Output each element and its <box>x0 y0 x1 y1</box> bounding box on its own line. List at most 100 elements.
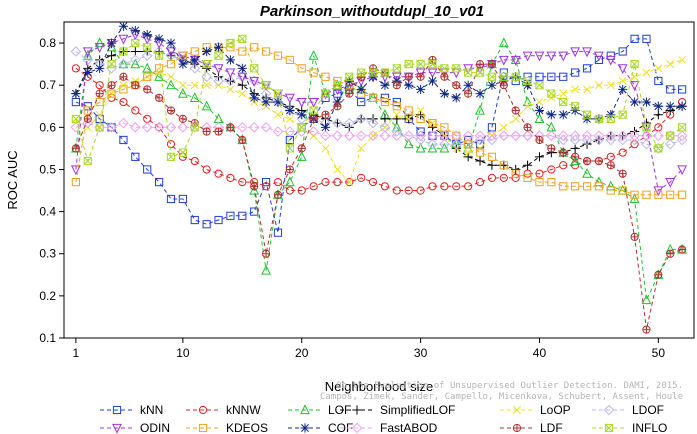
point-kdeos <box>654 190 663 199</box>
point-odin <box>296 97 307 108</box>
legend-label: LOF <box>328 403 351 417</box>
point-inflo <box>154 51 164 60</box>
legend-item-kdeos: KDEOS <box>186 421 268 434</box>
point-cof <box>606 110 616 120</box>
point-fastabod <box>153 122 165 133</box>
point-knn <box>71 97 80 107</box>
y-tick-label: 0.4 <box>39 205 56 219</box>
point-knnw <box>273 178 283 187</box>
point-lof <box>439 142 450 153</box>
y-axis-label: ROC AUC <box>5 150 20 209</box>
point-cof <box>166 38 176 48</box>
point-loop <box>571 85 580 94</box>
x-tick-label: 30 <box>414 346 428 360</box>
point-knnw <box>71 64 80 73</box>
point-ldof <box>213 75 224 87</box>
point-inflo <box>143 43 152 52</box>
point-ldof <box>439 138 450 150</box>
point-ldf <box>487 60 497 69</box>
point-ldf <box>416 72 425 81</box>
point-loop <box>404 114 413 123</box>
series-inflo <box>71 34 687 166</box>
point-simplifiedlof <box>653 110 663 120</box>
point-ldf <box>309 114 318 124</box>
point-fastabod <box>450 130 462 142</box>
point-knnw <box>452 182 461 191</box>
point-ldf <box>238 135 247 145</box>
point-loop <box>511 114 520 123</box>
point-ldof <box>427 138 438 150</box>
point-ldf <box>202 127 211 136</box>
point-cof <box>71 89 81 99</box>
point-knn <box>618 47 627 56</box>
point-simplifiedlof <box>511 164 521 175</box>
point-ldof <box>653 143 664 154</box>
point-knnw <box>475 178 485 187</box>
point-fastabod <box>177 122 189 133</box>
point-inflo <box>321 89 330 98</box>
point-ldf <box>404 72 413 81</box>
legend-label: kNNW <box>226 403 261 417</box>
point-cof <box>285 105 295 116</box>
legend-item-ldof: LDOF <box>592 403 664 417</box>
point-odin <box>546 51 557 62</box>
point-cof <box>392 76 402 86</box>
point-inflo <box>202 60 211 69</box>
series-line-kdeos <box>75 46 683 196</box>
point-fastabod <box>165 122 177 133</box>
point-fastabod <box>106 122 117 133</box>
point-ldof <box>141 50 153 62</box>
point-cof <box>202 46 212 57</box>
point-odin <box>284 93 295 104</box>
point-ldof <box>605 134 617 146</box>
point-inflo <box>345 72 354 81</box>
point-kdeos <box>523 173 532 182</box>
series-line-ldf <box>75 59 683 330</box>
point-cof <box>380 80 390 90</box>
point-knnw <box>143 114 152 124</box>
x-tick-label: 1 <box>73 346 80 360</box>
point-knnw <box>559 161 568 170</box>
point-loop <box>202 81 211 90</box>
point-ldof <box>70 46 82 57</box>
point-cof <box>178 59 188 69</box>
point-fastabod <box>308 126 319 137</box>
point-ldf <box>594 156 604 166</box>
point-inflo <box>404 60 413 69</box>
point-kdeos <box>594 182 604 191</box>
point-knn <box>380 93 390 102</box>
point-kdeos <box>119 85 128 94</box>
point-loop <box>523 102 532 111</box>
point-knnw <box>119 97 128 107</box>
point-kdeos <box>416 114 425 124</box>
point-knnw <box>523 169 532 178</box>
point-inflo <box>214 51 223 60</box>
point-loop <box>642 68 651 77</box>
point-fastabod <box>272 126 284 137</box>
point-cof <box>118 21 129 31</box>
point-kdeos <box>582 182 592 191</box>
point-cof <box>618 84 628 95</box>
point-ldof <box>486 134 498 146</box>
point-kdeos <box>487 152 497 161</box>
point-lof <box>166 79 176 90</box>
point-loop <box>274 110 282 119</box>
point-kdeos <box>380 97 390 107</box>
point-fastabod <box>130 122 141 133</box>
point-loop <box>666 60 675 69</box>
x-tick-label: 50 <box>652 346 666 360</box>
point-ldf <box>357 72 366 81</box>
point-cof <box>332 97 342 107</box>
point-kdeos <box>571 182 580 191</box>
point-knn <box>202 220 211 229</box>
point-ldof <box>474 134 486 146</box>
point-ldf <box>143 85 152 94</box>
point-inflo <box>250 64 259 73</box>
point-cof <box>344 76 354 86</box>
point-ldof <box>118 58 129 70</box>
point-ldof <box>355 113 367 125</box>
point-ldf <box>440 72 449 81</box>
point-odin <box>677 165 688 176</box>
point-lof <box>154 71 165 81</box>
point-inflo <box>166 152 176 161</box>
